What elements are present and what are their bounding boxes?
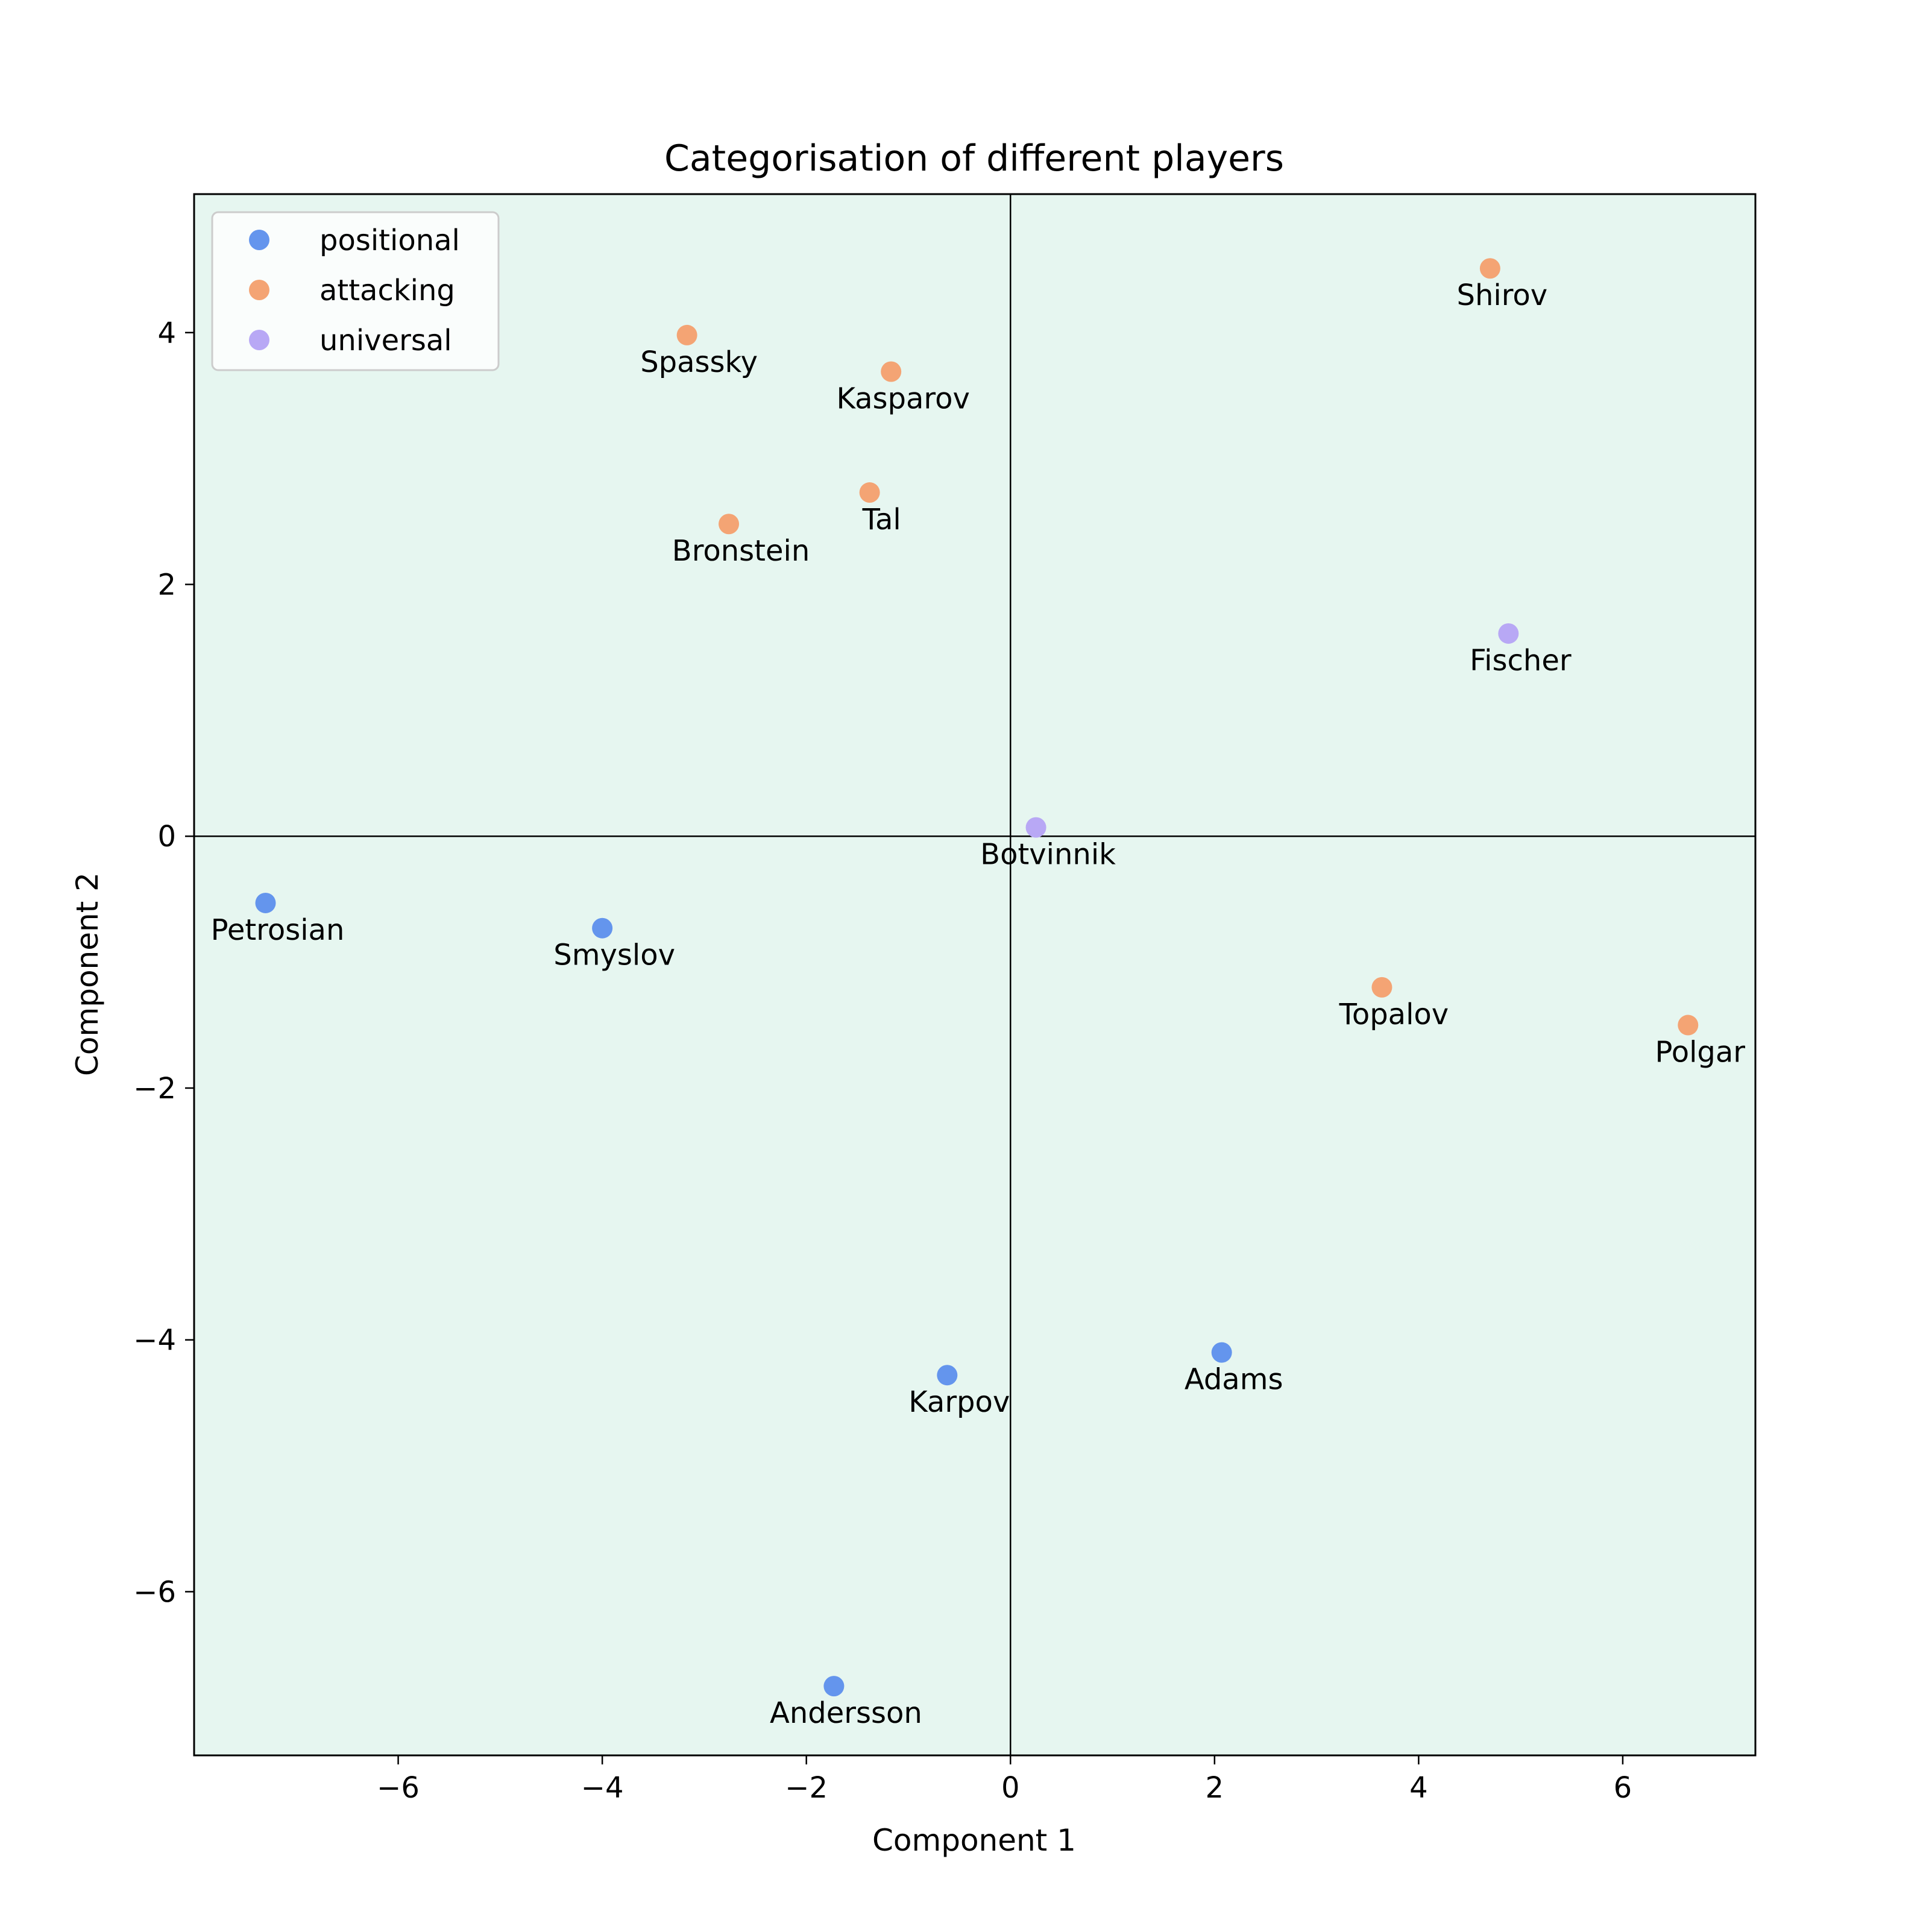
data-point-kasparov bbox=[881, 361, 902, 382]
x-axis-ticks: −6 −4 −2 0 2 4 6 bbox=[377, 1755, 1632, 1805]
y-axis-label: Component 2 bbox=[70, 872, 105, 1076]
point-label-polgar: Polgar bbox=[1655, 1036, 1745, 1069]
legend-label-universal: universal bbox=[319, 324, 452, 357]
data-point-polgar bbox=[1678, 1015, 1699, 1036]
data-point-botvinnik bbox=[1025, 817, 1046, 838]
y-tick-label: 4 bbox=[157, 316, 176, 350]
legend-label-positional: positional bbox=[319, 224, 460, 257]
point-label-petrosian: Petrosian bbox=[211, 913, 345, 947]
point-label-karpov: Karpov bbox=[908, 1385, 1010, 1419]
point-label-smyslov: Smyslov bbox=[553, 939, 675, 972]
x-tick-label: 0 bbox=[1001, 1771, 1020, 1805]
point-label-kasparov: Kasparov bbox=[836, 382, 969, 416]
x-axis-label: Component 1 bbox=[872, 1823, 1076, 1858]
x-tick-label: −4 bbox=[581, 1771, 624, 1805]
data-point-fischer bbox=[1498, 623, 1519, 644]
legend-marker-attacking bbox=[249, 280, 269, 300]
plot-area bbox=[194, 194, 1755, 1755]
data-point-topalov bbox=[1371, 977, 1392, 998]
x-tick-label: 4 bbox=[1409, 1771, 1428, 1805]
data-point-bronstein bbox=[719, 514, 740, 535]
point-label-botvinnik: Botvinnik bbox=[980, 838, 1116, 872]
x-tick-label: −2 bbox=[785, 1771, 828, 1805]
legend-box bbox=[211, 211, 500, 371]
point-label-spassky: Spassky bbox=[640, 345, 758, 379]
legend-marker-universal bbox=[249, 330, 269, 350]
data-point-smyslov bbox=[592, 917, 613, 939]
point-label-tal: Tal bbox=[862, 503, 901, 536]
y-tick-label: −4 bbox=[133, 1324, 176, 1358]
data-point-petrosian bbox=[255, 892, 276, 913]
point-label-bronstein: Bronstein bbox=[672, 534, 810, 568]
zero-lines bbox=[194, 194, 1755, 1755]
data-point-karpov bbox=[937, 1365, 958, 1386]
y-tick-label: −6 bbox=[133, 1575, 176, 1609]
point-label-adams: Adams bbox=[1185, 1363, 1283, 1397]
legend-label-attacking: attacking bbox=[319, 274, 455, 307]
x-tick-label: 2 bbox=[1206, 1771, 1224, 1805]
y-axis-ticks: −6 −4 −2 0 2 4 bbox=[133, 316, 194, 1609]
point-label-topalov: Topalov bbox=[1339, 998, 1449, 1031]
plot-frame bbox=[193, 193, 1757, 1757]
y-tick-label: 2 bbox=[157, 568, 176, 602]
data-point-spassky bbox=[676, 324, 697, 345]
point-label-andersson: Andersson bbox=[770, 1696, 922, 1730]
data-point-shirov bbox=[1479, 258, 1500, 279]
data-point-andersson bbox=[823, 1676, 845, 1697]
x-tick-label: −6 bbox=[377, 1771, 420, 1805]
legend-marker-positional bbox=[249, 230, 269, 250]
point-labels: Petrosian Smyslov Karpov Adams Andersson Spas… bbox=[211, 278, 1746, 1730]
point-label-shirov: Shirov bbox=[1457, 278, 1548, 312]
legend: positional attacking universal bbox=[211, 211, 500, 371]
chart-title: Categorisation of different players bbox=[664, 137, 1284, 180]
x-tick-label: 6 bbox=[1614, 1771, 1632, 1805]
point-label-fischer: Fischer bbox=[1470, 644, 1572, 678]
y-tick-label: 0 bbox=[157, 820, 176, 854]
y-tick-label: −2 bbox=[133, 1072, 176, 1106]
data-point-adams bbox=[1211, 1342, 1232, 1363]
data-point-tal bbox=[859, 482, 880, 503]
data-points bbox=[255, 258, 1699, 1697]
